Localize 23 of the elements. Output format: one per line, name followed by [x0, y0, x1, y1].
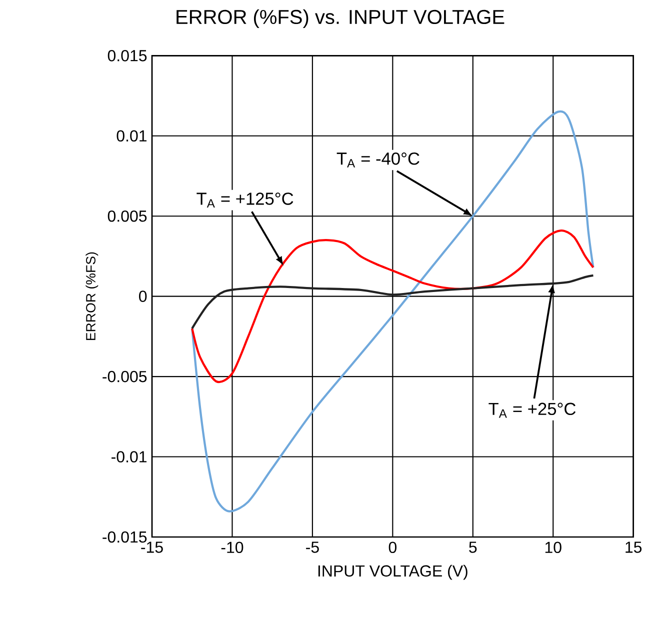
- x-tick-label: 10: [545, 542, 562, 554]
- line-series: [191, 110, 594, 512]
- y-tick-label: -0.015: [102, 531, 147, 543]
- annotation: T$_{A}$ = +25°C: [488, 402, 576, 418]
- y-tick-label: 0: [139, 290, 147, 302]
- x-tick-label: 15: [626, 542, 642, 553]
- chart-title: ERROR (%FS) vs. INPUT VOLTAGE: [176, 9, 504, 28]
- y-axis-title: ERROR (%FS): [86, 252, 98, 340]
- x-tick-label: -15: [141, 542, 163, 553]
- annotation: T$_{A}$ = -40°C: [336, 152, 420, 168]
- line-series: [191, 229, 594, 383]
- x-axis-title: INPUT VOLTAGE (V): [318, 564, 468, 580]
- x-tick-label: -5: [306, 542, 319, 553]
- y-tick-label: 0.005: [108, 210, 147, 222]
- x-tick-label: -10: [221, 542, 244, 554]
- x-tick-label: 0: [388, 542, 396, 554]
- y-tick-label: -0.005: [102, 370, 147, 382]
- annotation: T$_{A}$ = +125°C: [196, 192, 294, 208]
- line-series: [191, 274, 594, 330]
- y-tick-label: -0.01: [112, 451, 147, 462]
- y-tick-label: 0.015: [108, 50, 147, 62]
- y-tick-label: 0.01: [116, 130, 147, 142]
- x-tick-label: 5: [469, 542, 477, 553]
